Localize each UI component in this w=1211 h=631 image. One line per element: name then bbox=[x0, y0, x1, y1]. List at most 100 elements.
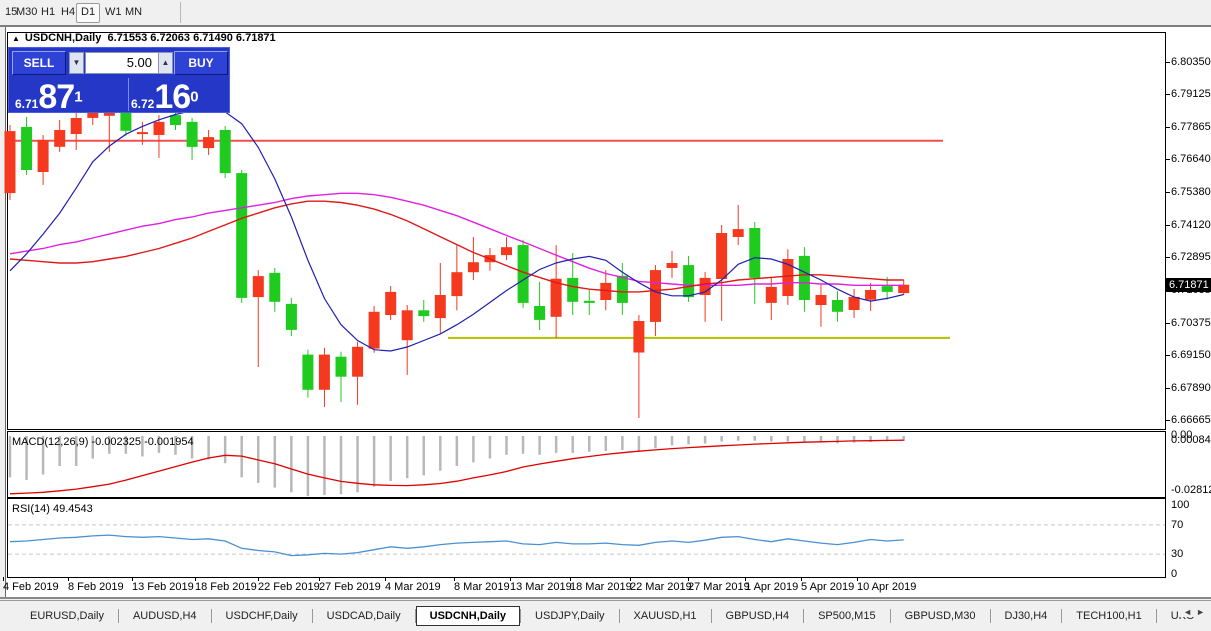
ma-fast-blue-line bbox=[9, 108, 904, 352]
rsi-label: RSI(14) 49.4543 bbox=[12, 503, 93, 515]
timeframe-toolbar: 15 M30 H1 H4 D1 W1 MN bbox=[0, 0, 1211, 26]
chart-symbol-period: USDCNH,Daily bbox=[24, 32, 102, 44]
tab-audusd-h4[interactable]: AUDUSD,H4 bbox=[132, 610, 197, 622]
candle-body bbox=[318, 354, 330, 390]
candle-body bbox=[782, 259, 794, 296]
sell-button[interactable]: SELL bbox=[12, 51, 66, 75]
tab-scroll-left-icon[interactable]: ◄ bbox=[1183, 607, 1197, 617]
tab-separator bbox=[1061, 609, 1063, 623]
candle-body bbox=[385, 291, 397, 315]
chart-window[interactable] bbox=[5, 27, 1211, 599]
candle-body bbox=[798, 255, 810, 300]
candle-body bbox=[87, 111, 99, 118]
price-axis-label: 6.72895 bbox=[1171, 251, 1211, 263]
candle-body bbox=[219, 130, 231, 174]
price-axis-label: 6.80350 bbox=[1171, 56, 1211, 68]
price-divider bbox=[128, 78, 129, 111]
date-label: 13 Mar 2019 bbox=[510, 581, 572, 593]
timeframe-button-h4[interactable]: H4 bbox=[61, 6, 76, 18]
date-label: 13 Feb 2019 bbox=[132, 581, 194, 593]
candle-body bbox=[765, 286, 777, 303]
volume-increase-button[interactable]: ▲ bbox=[158, 52, 173, 74]
date-label: 8 Feb 2019 bbox=[68, 581, 124, 593]
timeframe-button-mn[interactable]: MN bbox=[125, 6, 143, 18]
tab-separator bbox=[889, 609, 891, 623]
candle-body bbox=[666, 263, 678, 268]
window-left-border bbox=[5, 27, 6, 599]
price-axis-label: 6.77865 bbox=[1171, 121, 1211, 133]
rsi-axis-label: 100 bbox=[1171, 499, 1190, 511]
candle-body bbox=[583, 300, 595, 303]
candle-body bbox=[865, 290, 877, 300]
timeframe-button-15[interactable]: 15 bbox=[5, 6, 18, 18]
tab-gbpusd-m30[interactable]: GBPUSD,M30 bbox=[904, 610, 976, 622]
tab-sp500-m15[interactable]: SP500,M15 bbox=[818, 610, 876, 622]
tab-separator bbox=[311, 609, 313, 623]
candle-body bbox=[832, 300, 843, 312]
date-label: 1 Apr 2019 bbox=[745, 581, 799, 593]
tab-usdcnh-daily[interactable]: USDCNH,Daily bbox=[415, 606, 521, 626]
current-price-tag: 6.71871 bbox=[1166, 278, 1211, 292]
timeframe-button-m30[interactable]: M30 bbox=[16, 6, 38, 18]
tab-separator bbox=[414, 609, 416, 623]
toolbar-bottom-edge bbox=[0, 25, 1211, 27]
tab-usdjpy-daily[interactable]: USDJPY,Daily bbox=[535, 610, 605, 622]
candle-body bbox=[567, 277, 579, 302]
buy-price[interactable]: 6.72160 bbox=[131, 78, 227, 116]
chart-title: ▲ USDCNH,Daily 6.71553 6.72063 6.71490 6.… bbox=[12, 32, 276, 44]
macd-panel-frame bbox=[7, 431, 1166, 498]
candle-body bbox=[302, 354, 314, 390]
timeframe-button-d1[interactable]: D1 bbox=[76, 3, 101, 23]
candle-body bbox=[600, 282, 612, 300]
candle-body bbox=[285, 303, 297, 330]
buy-button[interactable]: BUY bbox=[174, 51, 228, 75]
tab-dj30-h4[interactable]: DJ30,H4 bbox=[1004, 610, 1048, 622]
collapse-triangle-icon[interactable]: ▲ bbox=[12, 34, 20, 43]
rsi-panel-frame bbox=[7, 498, 1166, 578]
timeframe-button-h1[interactable]: H1 bbox=[41, 6, 56, 18]
tab-separator bbox=[710, 609, 712, 623]
candle-body bbox=[153, 121, 165, 135]
date-label: 18 Mar 2019 bbox=[570, 581, 632, 593]
price-axis-label: 6.74120 bbox=[1171, 219, 1211, 231]
main-panel-frame bbox=[7, 32, 1166, 430]
tab-tech100-h1[interactable]: TECH100,H1 bbox=[1076, 610, 1142, 622]
price-axis-label: 6.79125 bbox=[1171, 88, 1211, 100]
timeframe-button-w1[interactable]: W1 bbox=[105, 6, 122, 18]
candle-body bbox=[170, 115, 181, 126]
sell-price[interactable]: 6.71871 bbox=[15, 78, 123, 116]
candle-body bbox=[732, 229, 744, 237]
macd-max-label: 0.000849 bbox=[1171, 434, 1211, 446]
candle-body bbox=[37, 140, 49, 172]
candle-body bbox=[815, 295, 827, 305]
ma-mid-red-line bbox=[9, 200, 904, 293]
candle-body bbox=[418, 310, 430, 317]
candle-body bbox=[21, 126, 33, 170]
macd-signal-line bbox=[9, 439, 904, 495]
tab-xauusd-h1[interactable]: XAUUSD,H1 bbox=[633, 610, 697, 622]
rsi-axis-label: 0 bbox=[1171, 568, 1178, 580]
candlestick-series[interactable] bbox=[4, 103, 910, 418]
candle-body bbox=[236, 173, 248, 298]
candle-body bbox=[517, 245, 529, 303]
candle-body bbox=[881, 286, 893, 292]
rsi-axis-label: 30 bbox=[1171, 548, 1184, 560]
tab-scroll-right-icon[interactable]: ► bbox=[1196, 607, 1209, 617]
rsi-axis-label: 70 bbox=[1171, 519, 1184, 531]
candle-body bbox=[898, 284, 910, 294]
candle-body bbox=[683, 265, 695, 298]
tab-usdchf-daily[interactable]: USDCHF,Daily bbox=[225, 610, 298, 622]
date-label: 27 Mar 2019 bbox=[688, 581, 750, 593]
volume-input[interactable]: 5.00 bbox=[85, 52, 159, 74]
candle-body bbox=[70, 118, 82, 134]
tab-eurusd-daily[interactable]: EURUSD,Daily bbox=[30, 610, 104, 622]
macd-label: MACD(12,26,9) -0.002325 -0.001954 bbox=[12, 436, 194, 448]
tab-gbpusd-h4[interactable]: GBPUSD,H4 bbox=[725, 610, 790, 622]
candle-body bbox=[633, 321, 645, 353]
tab-usdcad-daily[interactable]: USDCAD,Daily bbox=[326, 610, 401, 622]
chart-tab-bar: EURUSD,Daily AUDUSD,H4 USDCHF,Daily USDCAD,… bbox=[0, 600, 1211, 631]
chart-ohlc-values: 6.71553 6.72063 6.71490 6.71871 bbox=[107, 32, 276, 44]
volume-decrease-button[interactable]: ▼ bbox=[69, 52, 84, 74]
